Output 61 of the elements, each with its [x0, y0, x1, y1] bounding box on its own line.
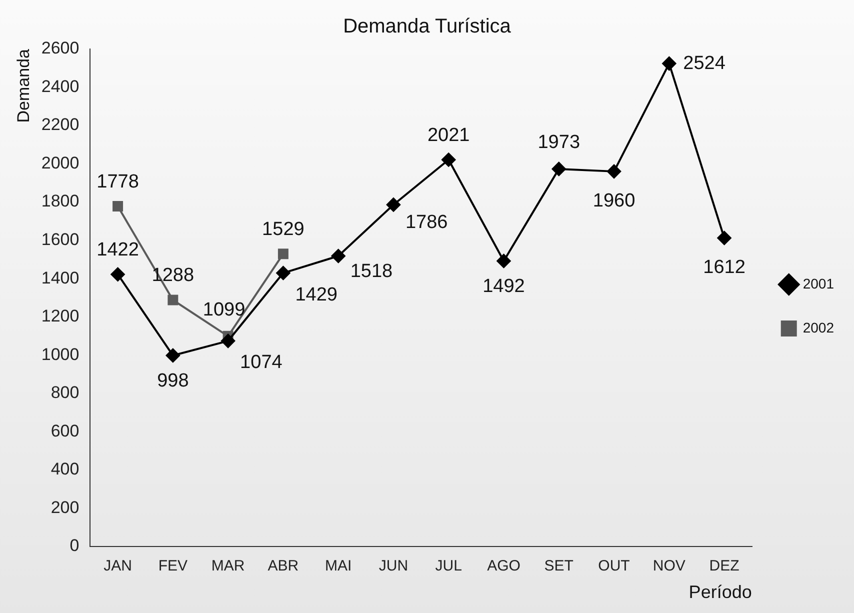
- y-tick-label: 200: [50, 498, 80, 517]
- point: [331, 248, 346, 263]
- y-tick-label: 1000: [41, 344, 80, 364]
- data-label: 1960: [592, 190, 636, 212]
- point: [386, 198, 400, 212]
- data-label: 1074: [240, 352, 283, 374]
- point: [112, 201, 124, 212]
- y-tick-label: 2000: [41, 153, 80, 172]
- point: [278, 248, 288, 260]
- data-label: 1518: [350, 261, 393, 282]
- point: [276, 266, 290, 280]
- data-label: 1973: [538, 132, 580, 154]
- point: [168, 294, 178, 306]
- data-label: 1529: [262, 219, 304, 240]
- y-tick-label: 2200: [41, 115, 80, 134]
- y-axis-title: Demanda: [14, 48, 33, 123]
- point: [607, 164, 622, 178]
- x-tick-label: SET: [544, 558, 574, 575]
- x-tick-label: NOV: [652, 558, 686, 575]
- y-tick-label: 1800: [41, 192, 80, 211]
- data-label: 1099: [202, 299, 246, 320]
- chart-title: Demanda Turística: [343, 16, 512, 38]
- x-tick-label: ABR: [268, 558, 299, 575]
- y-tick-label: 1600: [41, 230, 80, 249]
- x-tick-label: OUT: [598, 558, 630, 575]
- data-label: 1429: [295, 284, 338, 306]
- data-label: 2021: [427, 125, 470, 146]
- y-tick-label: 1400: [41, 268, 80, 288]
- point: [442, 152, 456, 167]
- point: [496, 254, 511, 268]
- data-label: 1612: [703, 257, 746, 278]
- data-label: 998: [157, 370, 189, 392]
- legend-label: 2002: [802, 319, 834, 336]
- x-tick-label: JAN: [104, 558, 132, 575]
- x-tick-label: MAI: [324, 558, 352, 575]
- x-tick-label: AGO: [487, 558, 520, 575]
- data-label: 2524: [683, 52, 726, 74]
- point: [166, 348, 180, 362]
- x-tick-label: JUL: [435, 558, 462, 575]
- data-label: 1786: [405, 212, 448, 233]
- data-label: 1778: [96, 171, 139, 192]
- data-label: 1492: [482, 276, 525, 298]
- y-tick-label: 0: [70, 536, 80, 556]
- x-axis-title: Período: [688, 582, 752, 602]
- x-tick-label: FEV: [158, 558, 188, 575]
- point: [221, 334, 236, 348]
- x-tick-label: DEZ: [709, 558, 740, 575]
- y-tick-label: 1200: [41, 306, 80, 326]
- point: [662, 56, 676, 71]
- y-tick-label: 2600: [41, 38, 80, 58]
- y-tick-label: 400: [50, 460, 80, 479]
- data-label: 1422: [96, 240, 139, 261]
- point: [717, 231, 732, 246]
- y-tick-label: 2400: [41, 76, 80, 96]
- legend-label: 2001: [802, 275, 834, 292]
- point: [552, 162, 566, 176]
- x-tick-label: JUN: [378, 558, 408, 575]
- x-tick-label: MAR: [211, 558, 245, 575]
- y-tick-label: 600: [50, 421, 80, 440]
- point: [110, 267, 125, 282]
- y-tick-label: 800: [50, 383, 80, 402]
